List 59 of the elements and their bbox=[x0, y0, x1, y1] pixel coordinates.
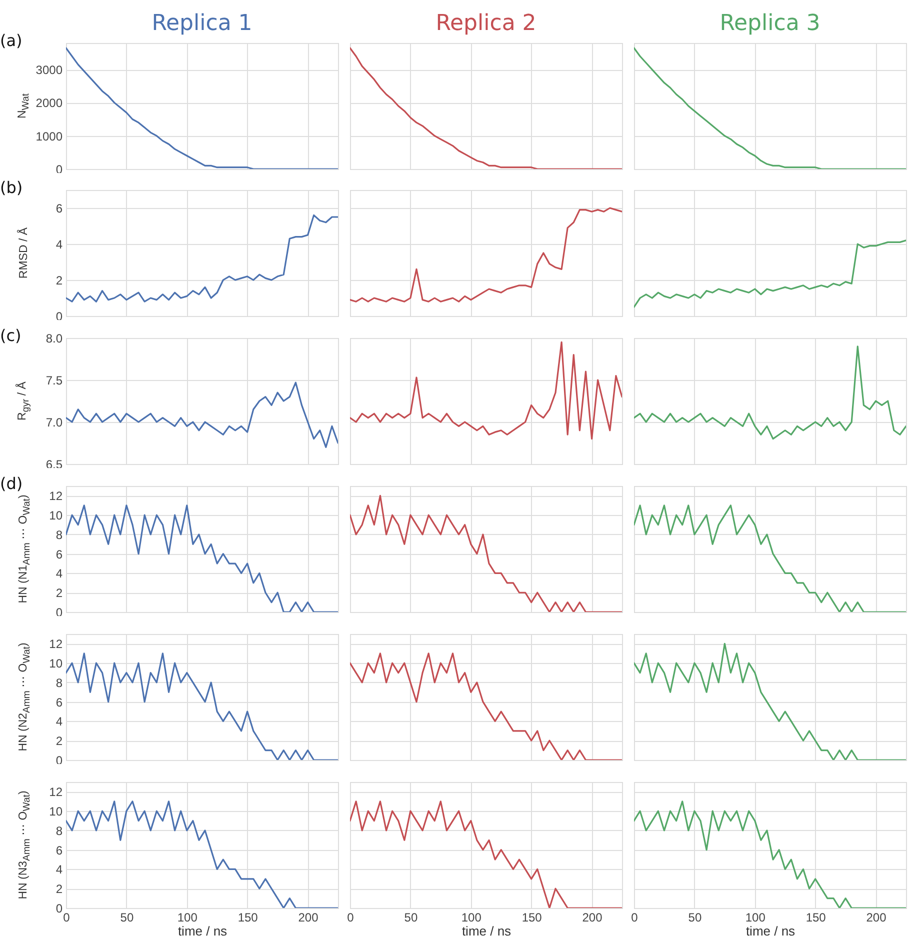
y-tick-label: 8.0 bbox=[46, 332, 63, 346]
chart-title: Replica 2 bbox=[436, 11, 536, 36]
x-tick-label: 100 bbox=[177, 910, 198, 924]
y-tick-label: 8 bbox=[56, 824, 63, 838]
x-tick-label: 150 bbox=[806, 910, 826, 924]
y-tick-label: 6 bbox=[56, 202, 63, 216]
x-tick-label: 200 bbox=[582, 910, 603, 924]
text: (c) bbox=[0, 326, 22, 345]
x-tick-label: 0 bbox=[347, 910, 354, 924]
y-tick-label: 10 bbox=[49, 656, 63, 671]
y-tick-label: 0 bbox=[56, 902, 63, 916]
y-tick-label: 8 bbox=[56, 528, 63, 542]
x-tick-label: 0 bbox=[631, 910, 638, 924]
x-axis-title: time / ns bbox=[462, 924, 512, 938]
x-tick-label: 150 bbox=[522, 910, 542, 924]
y-tick-label: 3000 bbox=[36, 63, 63, 78]
line-series bbox=[66, 382, 338, 448]
chart-title: Replica 3 bbox=[720, 11, 820, 36]
x-axis-title: time / ns bbox=[746, 924, 796, 938]
y-tick-label: 4 bbox=[56, 862, 63, 877]
y-tick-label: 2000 bbox=[36, 96, 63, 110]
y-tick-label: 4 bbox=[56, 566, 63, 581]
line-series bbox=[66, 504, 338, 612]
x-tick-label: 150 bbox=[238, 910, 258, 924]
x-tick-label: 50 bbox=[120, 910, 134, 924]
y-tick-label: 4 bbox=[56, 238, 63, 252]
y-axis-title: RMSD / Å bbox=[18, 227, 30, 279]
line-series bbox=[66, 214, 338, 302]
y-tick-label: 12 bbox=[49, 785, 63, 800]
text: (d) bbox=[0, 474, 23, 493]
x-tick-label: 100 bbox=[745, 910, 766, 924]
y-tick-label: 8 bbox=[56, 676, 63, 690]
y-tick-label: 10 bbox=[49, 804, 63, 819]
line-series bbox=[66, 800, 338, 908]
y-tick-label: 6 bbox=[56, 695, 63, 710]
y-tick-label: 2 bbox=[56, 882, 63, 896]
y-tick-label: 2 bbox=[56, 734, 63, 748]
line-series bbox=[66, 47, 338, 169]
y-tick-label: 1000 bbox=[36, 129, 63, 144]
x-tick-label: 100 bbox=[461, 910, 482, 924]
y-tick-label: 7.5 bbox=[46, 374, 63, 388]
y-tick-label: 10 bbox=[49, 508, 63, 523]
y-tick-label: 12 bbox=[49, 489, 63, 504]
x-axis-title: time / ns bbox=[178, 924, 228, 938]
chart-title: Replica 1 bbox=[152, 11, 252, 36]
y-tick-label: 7.0 bbox=[46, 416, 63, 430]
x-tick-label: 50 bbox=[404, 910, 418, 924]
text: (b) bbox=[0, 178, 23, 197]
x-tick-label: 200 bbox=[866, 910, 887, 924]
text: (a) bbox=[0, 31, 22, 50]
y-tick-label: 6 bbox=[56, 547, 63, 562]
y-tick-label: 2 bbox=[56, 586, 63, 600]
y-tick-label: 2 bbox=[56, 274, 63, 288]
line-series bbox=[66, 652, 338, 760]
x-tick-label: 200 bbox=[298, 910, 319, 924]
y-tick-label: 12 bbox=[49, 637, 63, 652]
y-tick-label: 6 bbox=[56, 843, 63, 858]
y-tick-label: 4 bbox=[56, 714, 63, 729]
x-tick-label: 50 bbox=[688, 910, 702, 924]
